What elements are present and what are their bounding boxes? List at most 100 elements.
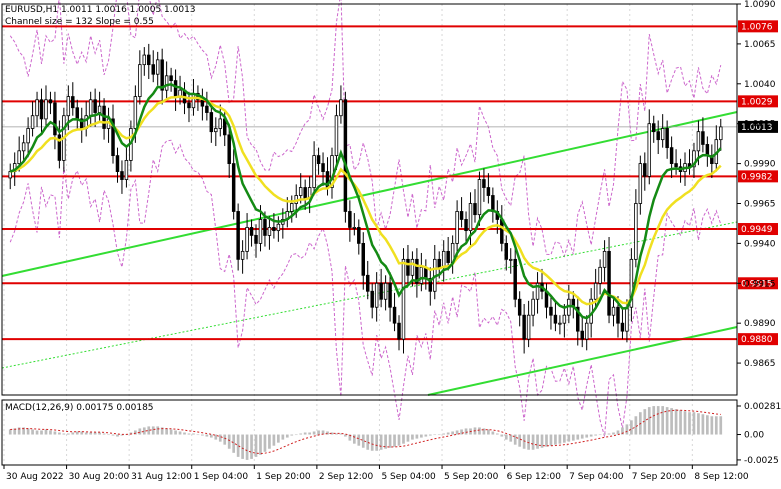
- x-tick-label: 2 Sep 12:00: [319, 472, 374, 482]
- macd-bar: [116, 434, 119, 437]
- candle-body: [576, 306, 580, 332]
- level-tag: [738, 223, 778, 236]
- macd-bar: [312, 431, 316, 435]
- candle-body: [124, 159, 129, 180]
- candle-body: [138, 64, 142, 97]
- level-tag-label: 0.9880: [741, 335, 773, 345]
- candle-body: [602, 250, 607, 268]
- level-tag: [738, 277, 778, 290]
- macd-bar: [22, 427, 25, 435]
- candle-body: [531, 298, 535, 316]
- candle-body: [249, 227, 254, 236]
- macd-bar: [612, 432, 615, 435]
- price-tick-label: 0.9940: [744, 239, 776, 249]
- candle-body: [665, 128, 669, 149]
- macd-bar: [674, 409, 678, 435]
- candle-body: [491, 195, 495, 212]
- macd-bar: [536, 434, 539, 449]
- macd-bar: [35, 430, 39, 435]
- price-tick-label: 0.9865: [744, 359, 776, 369]
- candle-body: [464, 219, 468, 232]
- candle-body: [227, 134, 231, 164]
- macd-bar: [13, 428, 17, 435]
- price-tick-label: 1.0065: [744, 40, 776, 50]
- price-tick-label: 0.9915: [744, 279, 776, 289]
- macd-bar: [84, 432, 88, 435]
- macd-bar: [388, 434, 392, 448]
- candle-body: [634, 203, 638, 260]
- level-tag: [738, 95, 778, 108]
- macd-bar: [482, 428, 486, 435]
- candle-body: [643, 163, 647, 177]
- candle-body: [513, 258, 517, 300]
- macd-bar: [500, 434, 504, 437]
- macd-bar: [464, 428, 468, 435]
- level-tag-label: 0.9949: [741, 225, 773, 235]
- candle-body: [705, 144, 710, 157]
- macd-bar: [227, 434, 231, 449]
- macd-bar: [442, 433, 446, 435]
- macd-bar: [138, 428, 142, 435]
- macd-bar: [160, 427, 164, 435]
- candle-body: [553, 314, 558, 324]
- macd-title: MACD(12,26,9) 0.00175 0.00185: [5, 403, 154, 413]
- candle-body: [44, 99, 48, 120]
- macd-bar: [437, 434, 441, 436]
- macd-title-name: MACD(12,26,9): [5, 403, 73, 413]
- candle-body: [17, 150, 21, 164]
- price-tick-label: 1.0090: [744, 0, 776, 10]
- candle-body: [584, 322, 589, 340]
- candle-body: [120, 171, 124, 180]
- candle-body: [173, 80, 178, 97]
- macd-bar: [58, 432, 61, 435]
- candle-body: [473, 203, 477, 216]
- candle-body: [486, 187, 491, 196]
- candle-body: [88, 99, 93, 117]
- macd-bar: [335, 433, 338, 435]
- macd-bar: [661, 406, 665, 435]
- macd-bar: [281, 434, 285, 440]
- candle-body: [446, 250, 450, 263]
- candle-body: [66, 96, 71, 117]
- candle-body: [155, 59, 160, 75]
- macd-bar: [120, 434, 124, 436]
- price-tick-label: 0.9990: [744, 160, 776, 170]
- macd-bar: [218, 434, 222, 442]
- candle-body: [620, 322, 625, 332]
- candle-body: [374, 282, 379, 308]
- macd-bar: [692, 412, 696, 435]
- candle-body: [93, 99, 97, 113]
- macd-bar: [263, 434, 267, 452]
- macd-bar: [75, 431, 79, 435]
- macd-bar: [697, 413, 700, 435]
- candle-body: [316, 155, 321, 164]
- macd-bar: [625, 424, 629, 435]
- macd-values: 0.00175 0.00185: [76, 403, 153, 413]
- macd-bar: [294, 434, 298, 436]
- macd-bar: [393, 434, 396, 447]
- candle-body: [625, 306, 629, 332]
- candle-body: [214, 128, 218, 133]
- macd-bar: [151, 426, 155, 435]
- macd-bar: [563, 434, 566, 443]
- macd-bar: [522, 434, 526, 449]
- candle-body: [142, 54, 147, 66]
- macd-bar: [285, 434, 289, 438]
- macd-bar: [17, 427, 21, 435]
- macd-bar: [549, 434, 553, 446]
- candle-body: [656, 131, 660, 141]
- macd-bar: [710, 416, 714, 435]
- macd-bar: [66, 433, 70, 435]
- level-tag: [738, 20, 778, 33]
- candle-body: [352, 227, 357, 229]
- macd-tick-label: 0.00: [744, 431, 764, 441]
- macd-bar: [187, 433, 191, 435]
- candle-body: [647, 123, 652, 177]
- macd-bar: [178, 431, 182, 435]
- candle-body: [26, 128, 30, 144]
- macd-bar: [31, 429, 34, 435]
- candle-body: [348, 211, 352, 228]
- candle-body: [406, 258, 410, 276]
- candle-body: [267, 227, 272, 236]
